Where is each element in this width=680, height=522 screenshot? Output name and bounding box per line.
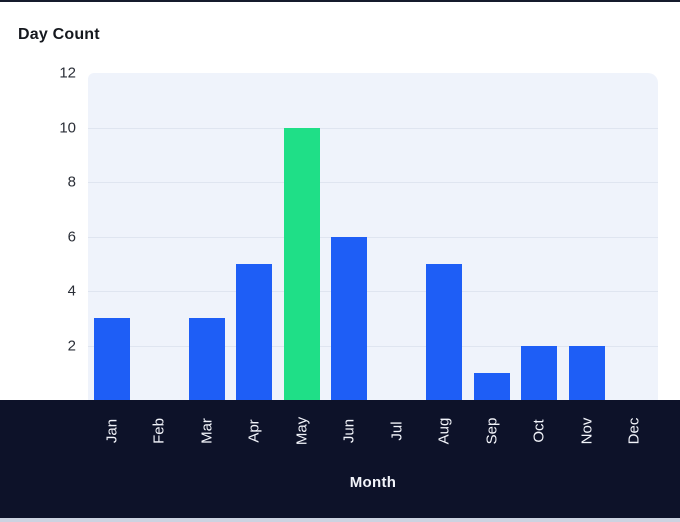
y-tick-label-12: 12 — [59, 64, 76, 82]
y-tick-label-8: 8 — [67, 173, 76, 191]
bar-aug[interactable] — [426, 263, 463, 400]
y-tick-label-4: 4 — [67, 282, 76, 300]
bar-oct[interactable] — [521, 345, 558, 400]
bottom-border — [0, 518, 680, 522]
y-tick-label-6: 6 — [67, 228, 76, 245]
x-tick-label-feb: Feb — [150, 418, 168, 444]
x-tick-label-may: May — [293, 416, 311, 446]
bar-mar[interactable] — [188, 318, 225, 400]
gridline-y6 — [88, 236, 658, 238]
y-tick-label-10: 10 — [59, 119, 76, 136]
x-axis-title: Month — [349, 474, 397, 491]
y-axis: 2 4 6 8 10 12 — [0, 0, 80, 400]
gridline-y2 — [88, 345, 658, 347]
x-tick-label-apr: Apr — [245, 419, 263, 443]
top-border — [0, 0, 680, 2]
bar-apr[interactable] — [236, 263, 273, 400]
x-tick-label-mar: Mar — [198, 418, 216, 444]
x-tick-label-sep: Sep — [483, 417, 501, 445]
bar-may[interactable] — [283, 127, 320, 400]
x-tick-label-oct: Oct — [530, 419, 548, 443]
gridline-y4 — [88, 291, 658, 292]
chart-title: Day Count — [18, 26, 100, 43]
x-tick-label-nov: Nov — [578, 417, 596, 445]
y-tick-label-2: 2 — [67, 337, 76, 354]
bar-jan[interactable] — [93, 318, 130, 400]
gridline-y8 — [88, 182, 658, 183]
plot-area — [88, 73, 658, 400]
gridline-y10 — [88, 127, 658, 129]
x-tick-label-jan: Jan — [103, 418, 121, 444]
x-tick-label-dec: Dec — [625, 417, 643, 445]
x-axis-band: Month Jan Feb Mar Apr May Jun Jul Aug Sep Oct Nov D… — [0, 400, 680, 518]
x-tick-label-jun: Jun — [340, 418, 358, 444]
bar-nov[interactable] — [568, 345, 605, 400]
bar-jun[interactable] — [331, 236, 368, 400]
x-tick-label-aug: Aug — [435, 417, 453, 445]
x-tick-label-jul: Jul — [388, 421, 406, 441]
bar-sep[interactable] — [473, 372, 510, 400]
